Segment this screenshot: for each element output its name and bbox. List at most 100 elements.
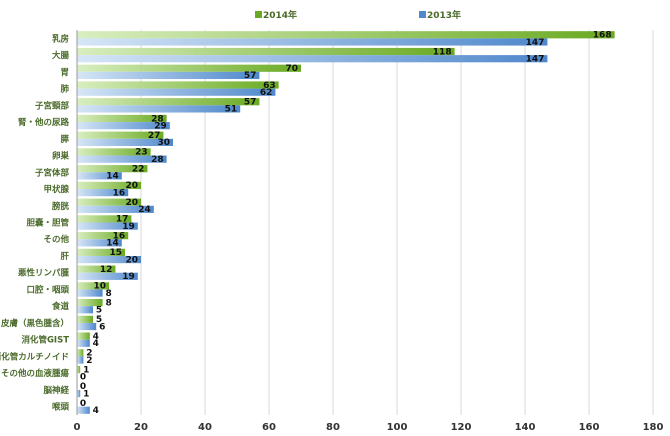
legend-swatch-2013	[419, 11, 426, 18]
value-label: 5	[96, 306, 102, 316]
value-label: 57	[244, 98, 257, 108]
value-label: 4	[93, 339, 99, 349]
value-label: 2	[86, 356, 92, 366]
bar-s2013	[77, 172, 122, 180]
value-label: 4	[93, 406, 99, 416]
category-label: 甲状腺	[43, 184, 69, 195]
value-label: 8	[105, 289, 111, 299]
bar-s2014	[77, 232, 129, 240]
value-label: 147	[526, 38, 545, 48]
bar-s2014	[77, 248, 125, 256]
bar-s2014	[77, 114, 167, 123]
value-label: 0	[80, 373, 86, 383]
bar-s2014	[77, 298, 103, 307]
bar-s2013	[77, 255, 141, 264]
bar-s2013	[77, 205, 154, 213]
value-label: 147	[526, 55, 545, 65]
value-label: 2	[86, 349, 92, 359]
category-label: 皮膚（黒色腫含）	[0, 318, 69, 329]
value-label: 28	[151, 155, 164, 165]
bar-s2014	[77, 332, 90, 340]
bar-s2014	[77, 31, 615, 39]
x-tick-label: 120	[451, 422, 472, 433]
bar-s2013	[77, 71, 260, 80]
legend-label-2014: 2014年	[263, 9, 297, 21]
category-label: 胆嚢・胆管	[25, 218, 69, 229]
legend-swatch-2014	[255, 11, 262, 18]
bar-s2013	[77, 122, 170, 130]
bar-s2014	[77, 64, 301, 72]
category-label: 子宮体部	[35, 167, 70, 178]
bar-s2014	[77, 47, 455, 56]
value-label: 0	[80, 382, 86, 392]
x-axis-ticks: 0 20 40 60 80 100 120 140 160 180	[74, 422, 664, 433]
bar-s2014	[77, 215, 132, 223]
category-label: 喉頭	[52, 402, 70, 413]
bars	[77, 31, 615, 414]
value-label: 16	[113, 231, 126, 241]
bar-s2013	[77, 222, 138, 230]
value-label: 62	[260, 88, 273, 98]
value-label: 23	[135, 148, 148, 158]
value-label: 118	[433, 47, 452, 57]
value-label: 19	[122, 272, 135, 282]
bar-s2013	[77, 105, 241, 113]
bar-s2014	[77, 165, 148, 173]
value-label: 19	[122, 222, 135, 232]
bar-s2013	[77, 155, 167, 163]
value-label: 4	[93, 332, 99, 342]
bar-s2013	[77, 322, 97, 331]
category-label: 肺	[60, 84, 69, 95]
value-label: 1	[83, 389, 89, 399]
category-label: 消化管GIST	[21, 335, 69, 346]
value-label: 0	[80, 399, 86, 409]
category-label: 卵巣	[52, 151, 70, 162]
value-label: 29	[154, 121, 167, 131]
category-label: 乳房	[52, 33, 69, 44]
value-label: 30	[157, 138, 170, 148]
value-label: 20	[125, 181, 138, 191]
bar-s2014	[77, 349, 84, 357]
value-labels: 1681471181477057636257512829273023282214…	[80, 31, 612, 416]
category-label: 膵	[60, 134, 69, 145]
bar-s2013	[77, 88, 276, 96]
category-labels: 乳房大腸胃肺子宮頸部腎・他の尿路膵卵巣子宮体部甲状腺膀胱胆嚢・胆管その他肝悪性リ…	[0, 33, 69, 412]
bar-s2013	[77, 55, 548, 63]
category-label: 腎・他の尿路	[18, 117, 70, 128]
bar-s2014	[77, 265, 116, 273]
bar-s2014	[77, 315, 93, 323]
x-tick-label: 140	[515, 422, 536, 433]
legend-label-2013: 2013年	[427, 9, 461, 21]
bar-s2013	[77, 306, 93, 314]
category-label: 脳神経	[42, 385, 69, 396]
category-label: その他	[43, 234, 69, 245]
bar-s2013	[77, 356, 84, 364]
category-label: 膀胱	[51, 201, 70, 212]
value-label: 14	[106, 172, 119, 182]
x-tick-label: 20	[134, 422, 148, 433]
bar-s2014	[77, 282, 109, 290]
value-label: 6	[99, 322, 105, 332]
bar-s2013	[77, 272, 138, 280]
bar-s2013	[77, 406, 90, 414]
bar-s2014	[77, 81, 279, 89]
category-label: 肝	[60, 252, 69, 262]
x-tick-label: 80	[326, 422, 340, 433]
category-label: 食道	[52, 301, 70, 312]
bar-s2014	[77, 148, 151, 156]
value-label: 8	[105, 298, 111, 308]
value-label: 51	[225, 105, 238, 115]
value-label: 12	[100, 265, 113, 275]
value-label: 27	[148, 131, 161, 141]
value-label: 5	[96, 315, 102, 325]
bar-s2014	[77, 365, 81, 374]
x-tick-label: 180	[643, 422, 664, 433]
bar-s2013	[77, 189, 129, 197]
x-tick-label: 100	[387, 422, 408, 433]
bar-s2013	[77, 289, 103, 297]
value-label: 168	[593, 31, 612, 41]
bar-s2013	[77, 38, 548, 46]
value-label: 14	[106, 239, 119, 249]
x-tick-label: 160	[579, 422, 600, 433]
